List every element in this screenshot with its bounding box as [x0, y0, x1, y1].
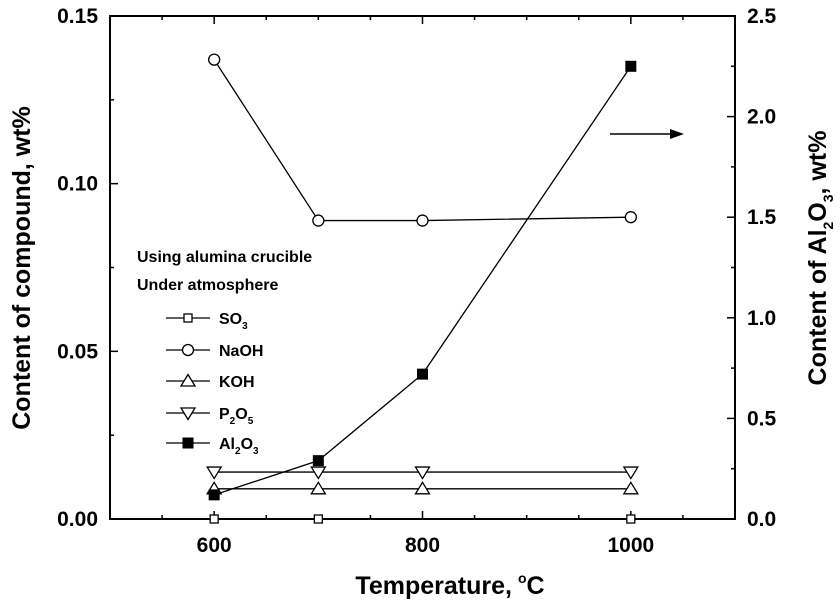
y2-axis-title: Content of Al2O3, wt% — [804, 131, 836, 386]
y-tick-label: 0.15 — [57, 5, 98, 28]
legend-label-part: 2 — [230, 416, 236, 427]
x-axis-title-text: Temperature, — [355, 572, 512, 600]
y-tick-label: 0.00 — [57, 508, 98, 531]
legend-label: SO3 — [219, 311, 248, 332]
legend-label: NaOH — [219, 343, 263, 360]
annotation-arrow — [610, 129, 684, 139]
y2-tick-label: 1.0 — [747, 307, 776, 330]
x-tick-label: 600 — [197, 534, 232, 557]
series-group — [206, 53, 639, 524]
series-line-naoh — [213, 59, 631, 222]
y2-tick-label: 1.5 — [747, 206, 777, 229]
legend-label-part: 3 — [242, 321, 248, 332]
data-point-naoh — [312, 214, 325, 227]
legend: Using alumina crucible Under atmosphere SO… — [137, 249, 312, 457]
y2-tick-label: 2.5 — [747, 5, 777, 28]
x-axis-title: Temperature, oC — [355, 570, 544, 600]
legend-title-line: Under atmosphere — [137, 277, 278, 294]
data-point-so3 — [313, 514, 323, 524]
data-point-p2o5 — [310, 466, 327, 480]
legend-label-part: O — [241, 436, 253, 453]
y-tick-label: 0.05 — [57, 340, 98, 363]
y-tick-label: 0.10 — [57, 173, 98, 196]
y-axis-left: 0.00 0.05 0.10 0.15 — [57, 5, 118, 531]
data-point-al2o3 — [312, 455, 324, 467]
arrow-head — [670, 129, 684, 139]
data-point-koh — [414, 481, 431, 495]
series-koh — [206, 481, 639, 495]
data-point-koh — [622, 481, 639, 495]
legend-label-part: NaOH — [219, 343, 263, 360]
legend-label: Al2O3 — [219, 436, 259, 457]
x-axis: 600 800 1000 — [109, 16, 736, 557]
legend-label-part: P — [219, 406, 230, 423]
y2-title-sub-2: 2 — [820, 221, 836, 229]
data-point-p2o5 — [206, 466, 223, 480]
data-point-al2o3 — [625, 60, 637, 72]
legend-label-part: 3 — [253, 446, 259, 457]
degree-superscript: o — [518, 570, 527, 586]
y-axis-right: 0.0 0.5 1.0 1.5 2.0 2.5 — [727, 5, 777, 531]
legend-label: P2O5 — [219, 406, 254, 427]
legend-label-part: KOH — [219, 374, 255, 391]
series-so3 — [209, 514, 636, 524]
data-point-koh — [310, 481, 327, 495]
y2-title-part-1: Content of Al — [804, 229, 832, 385]
y2-tick-label: 0.5 — [747, 407, 777, 430]
legend-label-part: 5 — [248, 416, 254, 427]
legend-label: KOH — [219, 374, 255, 391]
data-point-naoh — [416, 214, 429, 227]
data-point-so3 — [209, 514, 219, 524]
data-point-p2o5 — [414, 466, 431, 480]
y2-title-part-rest: , wt% — [804, 131, 832, 195]
legend-marker — [183, 313, 193, 323]
legend-marker — [182, 437, 194, 449]
legend-marker — [181, 343, 195, 357]
data-point-p2o5 — [622, 466, 639, 480]
series-naoh — [208, 53, 637, 227]
data-point-al2o3 — [417, 368, 428, 380]
data-point-so3 — [626, 514, 636, 524]
y-axis-title: Content of compound, wt% — [8, 106, 36, 430]
x-tick-label: 800 — [405, 534, 440, 557]
legend-label-part: SO — [219, 311, 242, 328]
x-axis-unit: C — [527, 572, 545, 600]
y2-title-part-o: O — [804, 202, 832, 221]
y2-title-sub-3: 3 — [820, 194, 836, 202]
y2-tick-label: 0.0 — [747, 508, 776, 531]
legend-label-part: O — [235, 406, 247, 423]
legend-label-part: 2 — [235, 446, 241, 457]
series-p2o5 — [206, 466, 639, 480]
data-point-naoh — [624, 211, 637, 224]
series-al2o3 — [208, 60, 637, 501]
x-tick-label: 1000 — [607, 534, 654, 557]
y2-tick-label: 2.0 — [747, 106, 776, 129]
legend-marker — [179, 373, 197, 387]
data-point-al2o3 — [208, 489, 220, 501]
series-line-al2o3 — [213, 65, 632, 496]
legend-label-part: Al — [219, 436, 235, 453]
legend-marker — [179, 407, 197, 421]
data-point-naoh — [208, 53, 221, 66]
legend-title-line: Using alumina crucible — [137, 249, 312, 266]
